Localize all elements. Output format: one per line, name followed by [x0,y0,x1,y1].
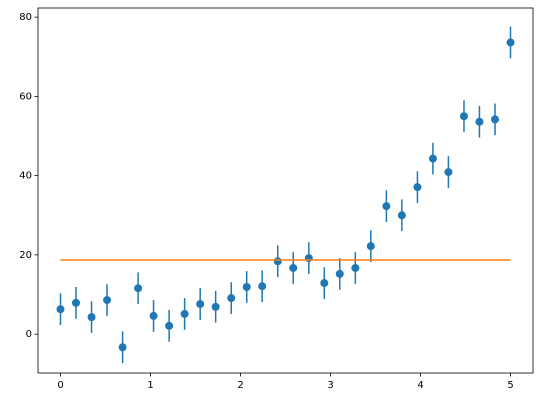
point [242,283,251,292]
axes-frame [37,7,534,374]
point [196,300,205,309]
point [491,115,500,124]
point [428,154,437,163]
x-tick-label: 0 [57,380,63,391]
point [475,117,484,126]
point [444,168,453,177]
point [227,294,236,303]
x-tick-label: 1 [147,380,153,391]
point [506,38,515,47]
point [149,311,158,320]
point [273,257,282,266]
point [351,263,360,272]
point [165,321,174,330]
y-tick-label: 40 [19,171,32,182]
point [56,305,65,314]
point [397,211,406,220]
x-tick-label: 4 [417,380,423,391]
y-tick-label: 60 [19,91,32,102]
point [304,254,313,263]
point [211,302,220,311]
point [134,284,143,293]
y-tick-label: 80 [19,12,32,23]
y-tick-label: 0 [26,329,32,340]
point [320,279,329,288]
x-tick-label: 3 [327,380,333,391]
point [103,296,112,305]
point [118,343,127,352]
x-tick-label: 2 [237,380,243,391]
point [413,183,422,192]
point [180,309,189,318]
point [382,202,391,211]
point [366,242,375,251]
point [335,269,344,278]
point [87,313,96,322]
x-tick-label: 5 [507,380,513,391]
point [71,298,80,307]
point [258,282,267,291]
point [289,263,298,272]
point [459,112,468,121]
y-tick-label: 20 [19,250,32,261]
